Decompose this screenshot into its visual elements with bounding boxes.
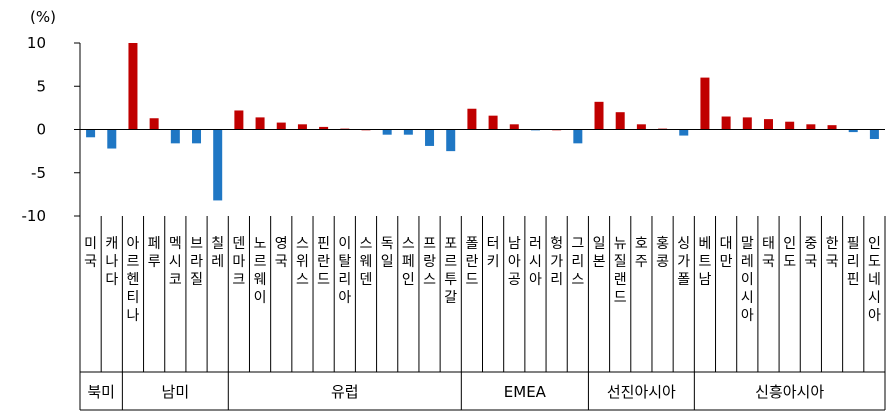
bar [382, 129, 392, 135]
bar [700, 77, 710, 130]
bar [488, 115, 498, 130]
bar [763, 119, 773, 130]
bar [403, 129, 413, 135]
y-tick-label: -5 [31, 164, 46, 182]
bar [149, 118, 159, 130]
bar [276, 122, 286, 130]
group-label: 유럽 [331, 383, 359, 401]
group-label: 북미 [87, 383, 115, 401]
y-axis-unit-label: (%) [30, 8, 56, 26]
group-label: 남미 [162, 383, 190, 401]
bar [107, 129, 117, 149]
bar [509, 124, 519, 130]
y-tick-label: -10 [22, 207, 47, 225]
bar [446, 129, 456, 152]
bar [86, 129, 96, 138]
bar [255, 117, 265, 130]
y-tick-label: 0 [36, 121, 46, 139]
bar [128, 43, 138, 130]
bar [594, 101, 604, 130]
bar [425, 129, 435, 146]
bar [742, 117, 752, 130]
bar [827, 125, 837, 130]
group-label: EMEA [504, 383, 547, 401]
bar [170, 129, 180, 144]
bar [192, 129, 202, 144]
bar [213, 129, 223, 201]
bar [615, 112, 625, 130]
bar [234, 110, 244, 130]
bar [869, 129, 879, 140]
y-tick-label: 10 [27, 34, 46, 52]
bar [297, 124, 307, 130]
bar [785, 121, 795, 130]
y-tick-label: 5 [36, 77, 46, 95]
bar [467, 108, 477, 130]
bar [806, 124, 816, 130]
bar [636, 124, 646, 130]
bar [319, 126, 329, 130]
group-label: 선진아시아 [607, 383, 676, 401]
group-label: 신흥아시아 [755, 383, 824, 401]
bar [573, 129, 583, 144]
bar [721, 116, 731, 130]
bar [848, 129, 858, 133]
bar [679, 129, 689, 136]
